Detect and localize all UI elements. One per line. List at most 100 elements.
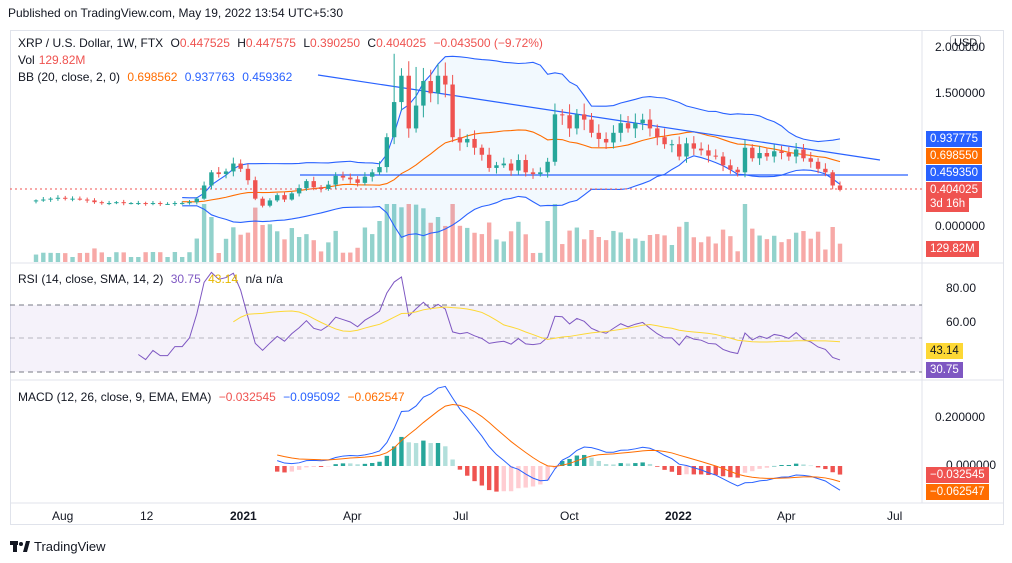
macd-signal-tag: −0.062547	[926, 484, 989, 500]
macd-histogram-bar	[516, 466, 521, 489]
volume-bar	[340, 252, 346, 262]
volume-bar	[99, 252, 104, 262]
macd-histogram-bar	[684, 466, 689, 475]
bb-legend: BB (20, close, 2, 0) 0.698562 0.937763 0…	[18, 70, 293, 84]
volume-bar	[567, 230, 572, 262]
volume-bar	[618, 232, 623, 262]
macd-histogram-bar	[596, 460, 601, 466]
x-axis-label: 12	[140, 509, 154, 523]
volume-bar	[684, 221, 689, 262]
candle-body	[618, 123, 623, 133]
volume-bar	[41, 252, 46, 262]
candle-body	[384, 137, 390, 168]
macd-histogram-bar	[750, 466, 755, 472]
bb-upper-tag: 0.937775	[926, 131, 982, 147]
volume-bar	[238, 234, 243, 262]
candle-body	[296, 188, 302, 194]
candle-body	[304, 181, 309, 189]
macd-histogram-bar	[691, 466, 697, 475]
macd-histogram-bar	[304, 466, 309, 468]
macd-histogram-bar	[384, 455, 390, 466]
candle-body	[128, 203, 134, 205]
candle-body	[669, 144, 675, 146]
price-legend: XRP / U.S. Dollar, 1W, FTX O0.447525 H0.…	[18, 36, 543, 50]
price-axis-label: 2.000000	[935, 40, 986, 54]
volume-bar	[282, 239, 287, 262]
candle-body	[479, 147, 485, 155]
volume-bar	[472, 232, 477, 262]
volume-bar	[669, 245, 675, 262]
rsi-sma-tag: 43.14	[926, 343, 963, 359]
candles	[33, 53, 843, 208]
candle-body	[428, 81, 433, 94]
volume-bar	[216, 253, 221, 262]
bollinger-bands	[182, 55, 841, 238]
volume-bar	[764, 239, 770, 262]
macd-histogram-bar	[808, 465, 813, 467]
last-price-tag: 0.404025	[926, 182, 982, 198]
x-axis-label: 2021	[230, 509, 257, 523]
candle-body	[48, 198, 53, 200]
volume-bar	[275, 231, 280, 262]
macd-histogram-bar	[640, 462, 645, 466]
macd-histogram-bar	[779, 465, 784, 466]
macd-histogram-bar	[370, 462, 375, 466]
currency-button[interactable]: USD	[950, 35, 982, 51]
volume-bar	[406, 204, 411, 262]
volume-bar	[793, 232, 799, 262]
x-axis-label: Apr	[343, 509, 362, 523]
volume-bar	[523, 234, 528, 262]
candle-body	[815, 161, 821, 169]
macd-axis-label: 0.200000	[935, 410, 986, 424]
candle-body	[728, 165, 733, 170]
volume-bar	[165, 257, 170, 262]
volume-bar	[391, 204, 397, 262]
volume-bar	[596, 237, 601, 262]
volume-bar	[348, 252, 353, 262]
volume-bar	[194, 238, 199, 262]
macd-histogram-bar	[428, 443, 433, 466]
candle-body	[523, 160, 528, 173]
macd-histogram-bar	[421, 440, 426, 466]
candle-body	[289, 193, 295, 200]
volume-bar	[187, 252, 192, 262]
candle-body	[662, 137, 667, 145]
macd-histogram-bar	[530, 466, 536, 487]
volume-bar	[296, 237, 302, 262]
candle-body	[150, 203, 156, 205]
countdown-tag: 3d 16h	[926, 196, 970, 212]
macd-histogram-bar	[611, 464, 616, 466]
bb-basis-value: 0.698562	[127, 70, 178, 84]
volume-bar	[399, 207, 404, 262]
candle-body	[399, 75, 404, 103]
volume-bar	[355, 247, 360, 262]
candle-body	[677, 144, 682, 157]
candle-body	[786, 153, 792, 157]
volume-bar	[136, 257, 141, 262]
macd-histogram-bar	[662, 466, 667, 470]
candle-body	[530, 172, 536, 175]
volume-bar	[318, 251, 324, 262]
macd-histogram-bar	[494, 466, 499, 492]
volume-bar	[494, 239, 499, 262]
bb-upper-line	[182, 55, 841, 199]
x-axis-label: Aug	[52, 509, 74, 523]
volume-bar	[260, 225, 265, 262]
volume-bar	[560, 244, 565, 262]
candle-body	[33, 200, 39, 202]
candle-body	[633, 123, 638, 129]
candle-body	[516, 160, 521, 171]
macd-histogram-bar	[508, 466, 514, 492]
candle-body	[757, 153, 762, 159]
volume-bar	[574, 227, 580, 262]
chart-frame	[10, 30, 1004, 525]
candle-body	[779, 151, 784, 153]
volume-bar	[333, 230, 338, 262]
volume-bar	[48, 252, 53, 262]
candle-body	[377, 167, 382, 173]
volume-bar	[179, 257, 185, 262]
rsi-sma-value: 43.14	[208, 272, 239, 286]
macd-histogram-bar	[275, 466, 280, 472]
macd-histogram-bar	[486, 466, 492, 491]
